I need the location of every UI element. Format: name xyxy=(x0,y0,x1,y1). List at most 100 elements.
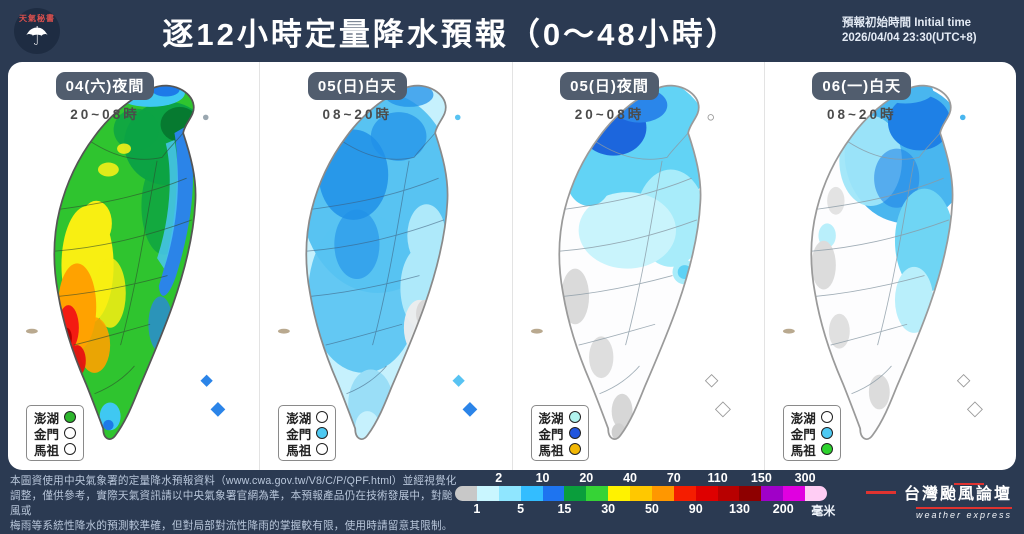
scale-label: 20 xyxy=(579,471,594,485)
scale-label: 1 xyxy=(473,502,481,516)
taiwan-map-sun-night xyxy=(530,84,731,440)
brand-accent-dash xyxy=(865,490,896,494)
page-title: 逐12小時定量降水預報（0～48小時） xyxy=(162,16,740,52)
brand-tagline: weather express xyxy=(822,505,1012,523)
penghu-islet xyxy=(782,328,795,334)
scale-label: 30 xyxy=(601,502,616,516)
panel-4-time: 08~20時 xyxy=(827,107,897,122)
scale-segment xyxy=(717,486,740,501)
orchid-island xyxy=(966,401,983,418)
panel-sat-night: 04(六)夜間 20~08時 xyxy=(8,62,259,470)
initial-time-label: 預報初始時間 Initial time xyxy=(842,17,972,30)
scale-label: 70 xyxy=(666,471,681,485)
scale-label: 50 xyxy=(644,502,659,516)
scale-segment xyxy=(608,486,630,501)
island-color-dot xyxy=(568,443,581,455)
scale-segment xyxy=(520,486,543,501)
legend-row: 金門 xyxy=(286,425,329,442)
island-color-dot xyxy=(316,411,329,423)
scale-label: 15 xyxy=(557,502,572,516)
panel-1-time: 20~08時 xyxy=(70,107,140,122)
taiwan-map-sun-day xyxy=(278,84,478,440)
logo-brand-text: 天氣秘書 xyxy=(19,14,55,23)
island-label: 馬祖 xyxy=(34,443,60,458)
scale-segment xyxy=(630,486,652,501)
disclaimer: 本圖資使用中央氣象署的定量降水預報資料（www.cwa.gov.tw/V8/C/… xyxy=(10,474,458,534)
island-label: 澎湖 xyxy=(286,411,312,426)
island-color-dot xyxy=(820,443,833,455)
island-label: 金門 xyxy=(790,427,816,442)
scale-segment xyxy=(805,486,827,501)
scale-segment xyxy=(564,486,587,501)
island-label: 澎湖 xyxy=(538,411,564,426)
orchid-island xyxy=(714,401,731,418)
scale-label: 40 xyxy=(623,471,637,485)
taiwan-map-sat-night xyxy=(25,84,226,440)
scale-label: 200 xyxy=(772,502,794,516)
scale-segment xyxy=(761,486,784,501)
footer: 本圖資使用中央氣象署的定量降水預報資料（www.cwa.gov.tw/V8/C/… xyxy=(0,470,1024,532)
panel-2-time: 08~20時 xyxy=(322,107,392,122)
offshore-legend-3: 澎湖 金門 馬祖 xyxy=(530,405,589,461)
scale-label: 2 xyxy=(495,471,503,485)
legend-row: 澎湖 xyxy=(538,409,581,426)
scale-label: 150 xyxy=(750,471,772,485)
island-label: 馬祖 xyxy=(538,443,564,458)
scale-segment xyxy=(739,486,762,501)
scale-segment xyxy=(586,486,609,501)
island-color-dot xyxy=(568,411,581,423)
island-label: 澎湖 xyxy=(34,411,60,426)
island-color-dot xyxy=(316,427,329,439)
scale-unit: 毫米 xyxy=(811,504,836,518)
panel-1-header: 04(六)夜間 20~08時 xyxy=(38,72,172,123)
panel-3-time: 20~08時 xyxy=(574,107,645,122)
panel-3-badge: 05(日)夜間 xyxy=(560,72,659,100)
scale-segment xyxy=(651,486,674,501)
legend-row: 金門 xyxy=(34,425,77,442)
legend-row: 馬祖 xyxy=(538,441,581,458)
scale-segment xyxy=(673,486,696,501)
legend-row: 澎湖 xyxy=(286,409,329,426)
disclaimer-line: 本圖資使用中央氣象署的定量降水預報資料（www.cwa.gov.tw/V8/C/… xyxy=(10,475,457,487)
green-island xyxy=(452,374,466,387)
header: 天氣秘書 ☂ 逐12小時定量降水預報（0～48小時） 預報初始時間 Initia… xyxy=(0,0,1024,62)
panel-sun-day: 05(日)白天 08~20時 xyxy=(259,62,511,470)
island-label: 金門 xyxy=(286,427,312,442)
island-color-dot xyxy=(820,411,833,423)
scale-segment xyxy=(476,486,499,501)
island-color-dot xyxy=(64,427,77,439)
guishan-islet xyxy=(202,114,209,121)
rainfall-color-scale: 2 10 20 40 70 110 150 300 毫米 1 5 15 30 50 90 130 200 xyxy=(455,470,835,519)
island-label: 金門 xyxy=(34,427,60,442)
umbrella-icon: ☂ xyxy=(25,21,49,51)
legend-row: 金門 xyxy=(790,425,833,442)
green-island xyxy=(200,374,213,387)
scale-segment xyxy=(498,486,521,501)
guishan-islet xyxy=(959,114,966,121)
scale-label: 5 xyxy=(517,502,525,516)
island-color-dot xyxy=(820,427,833,439)
orchid-island xyxy=(462,402,478,417)
legend-row: 澎湖 xyxy=(34,409,77,426)
scale-label: 90 xyxy=(688,502,703,516)
island-label: 馬祖 xyxy=(790,443,816,458)
island-label: 金門 xyxy=(538,427,564,442)
green-island xyxy=(956,373,971,388)
island-color-dot xyxy=(64,411,77,423)
scale-segment xyxy=(695,486,718,501)
island-color-dot xyxy=(316,443,329,455)
panel-2-header: 05(日)白天 08~20時 xyxy=(290,72,424,123)
island-label: 馬祖 xyxy=(286,443,312,458)
disclaimer-line: 梅雨等系統性降水的預測較準確，但對局部對流性降雨的掌握較有限，使用時請留意其限制… xyxy=(10,520,453,533)
scale-label: 130 xyxy=(729,502,750,516)
taiwan-map-mon-day xyxy=(782,84,983,440)
initial-time-value: 2026/04/04 23:30(UTC+8) xyxy=(842,32,977,44)
green-island xyxy=(704,373,718,388)
scale-label: 110 xyxy=(707,471,728,485)
panel-sun-night: 05(日)夜間 20~08時 xyxy=(511,62,764,470)
legend-row: 馬祖 xyxy=(34,441,77,458)
orchid-island xyxy=(210,402,226,417)
penghu-islet xyxy=(25,328,38,334)
scale-segment xyxy=(783,486,805,501)
panel-4-header: 06(一)白天 08~20時 xyxy=(795,72,929,123)
